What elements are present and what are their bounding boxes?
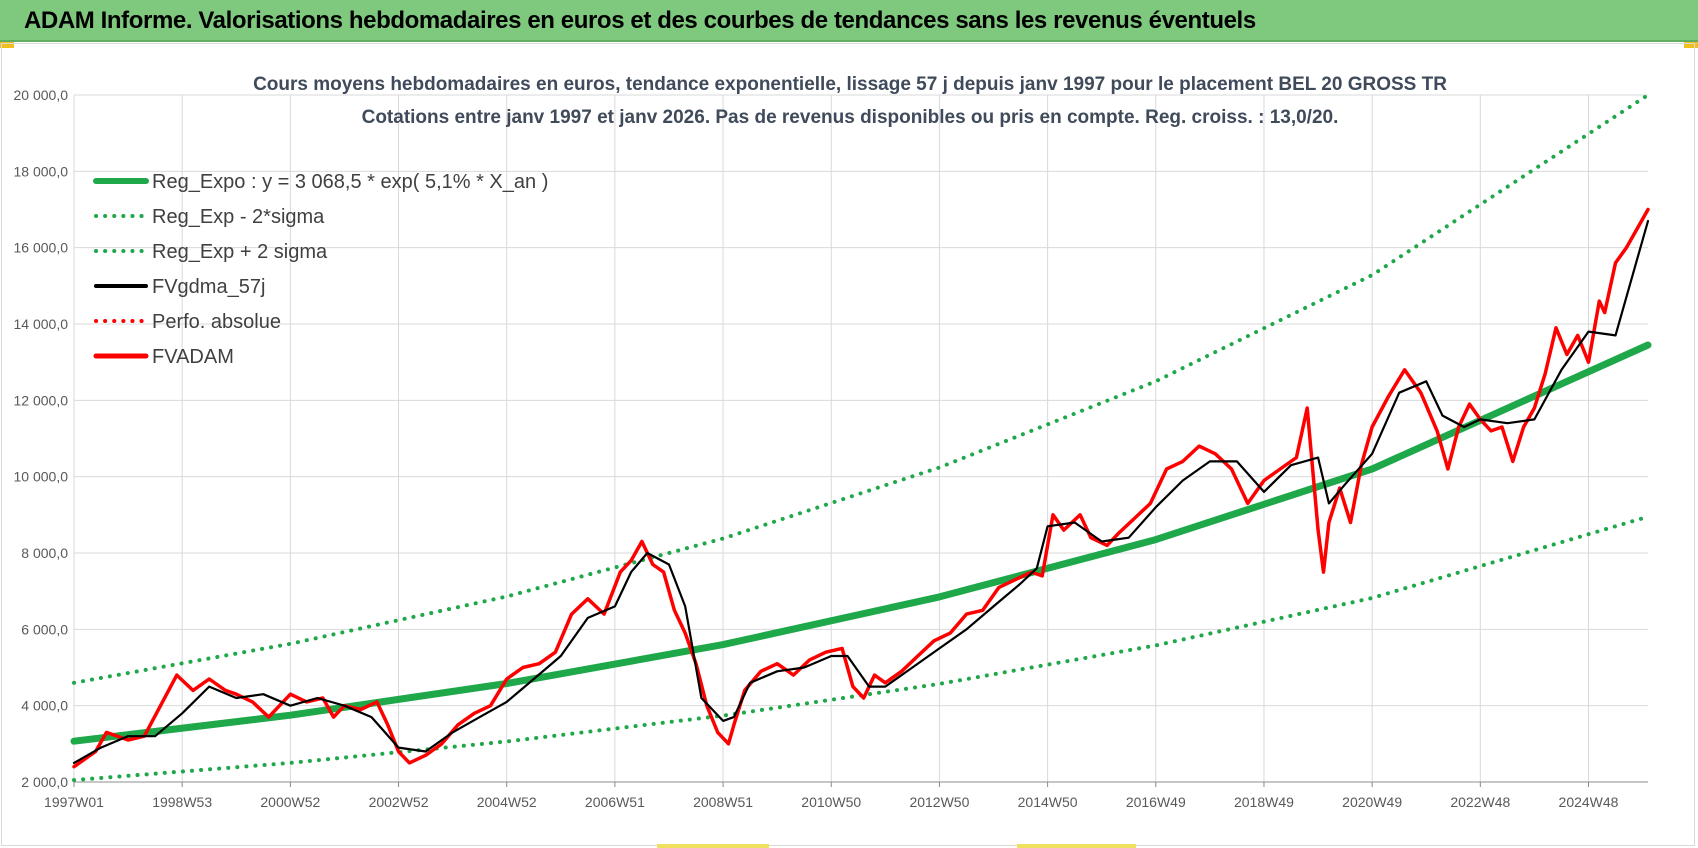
legend-entry: Perfo. absolue <box>152 311 281 333</box>
x-tick-label: 1998W53 <box>152 794 212 810</box>
legend-entry: Reg_Exp + 2 sigma <box>152 241 328 263</box>
x-tick-label: 2000W52 <box>260 794 320 810</box>
x-tick-label: 2014W50 <box>1018 794 1078 810</box>
y-tick-label: 14 000,0 <box>14 316 69 332</box>
y-tick-label: 12 000,0 <box>14 392 69 408</box>
series-line-4 <box>72 219 1650 764</box>
x-tick-label: 2004W52 <box>477 794 537 810</box>
axis-layer: 2 000,0 4 000,0 6 000,0 8 000,0 10 000,0 12 0… <box>14 87 1648 810</box>
y-tick-label: 8 000,0 <box>21 545 68 561</box>
x-tick-label: 2024W48 <box>1559 794 1619 810</box>
bottom-marker-1 <box>657 844 769 848</box>
chart-title: Cours moyens hebdomadaires en euros, ten… <box>253 74 1447 95</box>
x-tick-label: 1997W01 <box>44 794 104 810</box>
x-tick-label: 2012W50 <box>909 794 969 810</box>
y-tick-label: 18 000,0 <box>14 163 69 179</box>
legend-entry: FVADAM <box>152 346 234 368</box>
corner-marker-right <box>1684 42 1698 48</box>
legend-entry: Reg_Exp - 2*sigma <box>152 206 325 228</box>
series-line-6 <box>72 207 1650 769</box>
legend-entry: FVgdma_57j <box>152 276 265 298</box>
y-tick-label: 20 000,0 <box>14 87 69 103</box>
grid-layer <box>73 94 1648 783</box>
y-tick-label: 2 000,0 <box>21 774 68 790</box>
legend: Reg_Expo : y = 3 068,5 * exp( 5,1% * X_a… <box>93 171 548 368</box>
x-tick-label: 2002W52 <box>369 794 429 810</box>
series-line-3 <box>72 93 1650 685</box>
x-tick-label: 2008W51 <box>693 794 753 810</box>
bottom-marker-2 <box>1017 844 1136 848</box>
y-tick-label: 16 000,0 <box>14 240 69 256</box>
page-title: ADAM Informe. Valorisations hebdomadaire… <box>24 7 1256 34</box>
y-tick-label: 6 000,0 <box>21 621 68 637</box>
series-line-1 <box>70 341 1652 745</box>
chart-subtitle: Cotations entre janv 1997 et janv 2026. … <box>362 107 1339 128</box>
corner-marker-left <box>0 42 14 48</box>
series-line-2 <box>72 514 1650 783</box>
x-tick-label: 2016W49 <box>1126 794 1186 810</box>
x-tick-label: 2018W49 <box>1234 794 1294 810</box>
x-tick-label: 2006W51 <box>585 794 645 810</box>
title-bar: ADAM Informe. Valorisations hebdomadaire… <box>0 0 1698 42</box>
x-tick-label: 2022W48 <box>1450 794 1510 810</box>
legend-entry: Reg_Expo : y = 3 068,5 * exp( 5,1% * X_a… <box>152 171 548 193</box>
x-tick-label: 2010W50 <box>801 794 861 810</box>
chart-frame <box>1 43 1695 846</box>
series-layer <box>70 93 1652 783</box>
y-tick-label: 10 000,0 <box>14 469 69 485</box>
x-tick-label: 2020W49 <box>1342 794 1402 810</box>
y-tick-label: 4 000,0 <box>21 698 68 714</box>
